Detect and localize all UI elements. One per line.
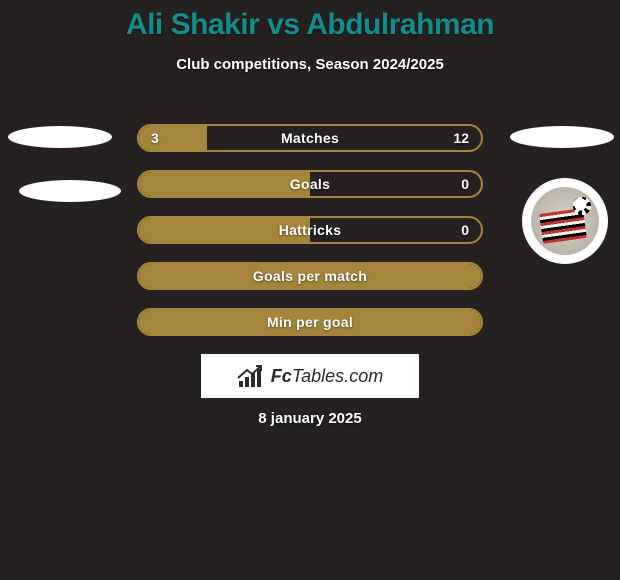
date-label: 8 january 2025 xyxy=(0,410,620,427)
bar-chart-icon xyxy=(237,365,265,387)
bar-value-right: 0 xyxy=(461,218,469,242)
bar-label: Goals per match xyxy=(139,264,481,288)
bar-value-right: 12 xyxy=(453,126,469,150)
bar-label: Hattricks xyxy=(139,218,481,242)
arrow-up-icon xyxy=(237,365,263,379)
bar-label: Matches xyxy=(139,126,481,150)
bar-value-right: 0 xyxy=(461,172,469,196)
player-left-badge-placeholder-1 xyxy=(8,126,112,148)
bar-label: Min per goal xyxy=(139,310,481,334)
bar-row: Min per goal xyxy=(137,308,483,336)
bar-row: 3Matches12 xyxy=(137,124,483,152)
bar-row: Goals per match xyxy=(137,262,483,290)
bar-row: Goals0 xyxy=(137,170,483,198)
club-badge-icon xyxy=(531,187,599,255)
player-left-badge-placeholder-2 xyxy=(19,180,121,202)
subtitle: Club competitions, Season 2024/2025 xyxy=(0,56,620,73)
brand-text: FcTables.com xyxy=(271,366,383,387)
page-title: Ali Shakir vs Abdulrahman xyxy=(0,0,620,42)
bar-row: Hattricks0 xyxy=(137,216,483,244)
player-right-badge-placeholder xyxy=(510,126,614,148)
comparison-bars: 3Matches12Goals0Hattricks0Goals per matc… xyxy=(137,124,483,354)
player-right-club-badge xyxy=(522,178,608,264)
brand-box: FcTables.com xyxy=(201,354,419,398)
bar-label: Goals xyxy=(139,172,481,196)
